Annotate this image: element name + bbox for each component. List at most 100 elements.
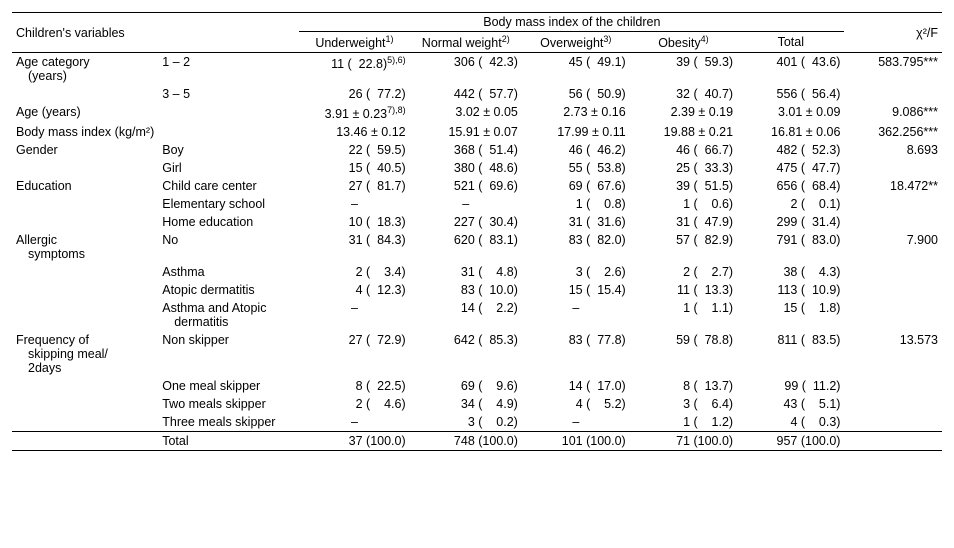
cell-ob: 39 ( 51.5) [630, 177, 737, 195]
cell-u: – [299, 299, 409, 331]
cell-ob: 1 ( 1.2) [630, 413, 737, 432]
row-sub: Child care center [158, 177, 299, 195]
cell-t: 43 ( 5.1) [737, 395, 844, 413]
cell-o: 55 ( 53.8) [522, 159, 630, 177]
cell-o: – [522, 299, 630, 331]
row-sub [158, 103, 299, 123]
cell-n: 642 ( 85.3) [410, 331, 522, 377]
cell-t: 475 ( 47.7) [737, 159, 844, 177]
cell-n: 15.91 ± 0.07 [410, 123, 522, 141]
total-underweight: 37 (100.0) [299, 432, 409, 451]
cell-u: 27 ( 81.7) [299, 177, 409, 195]
total-total: 957 (100.0) [737, 432, 844, 451]
table-row: Elementary school––1 ( 0.8)1 ( 0.6)2 ( 0… [12, 195, 942, 213]
cell-ob: 32 ( 40.7) [630, 85, 737, 103]
row-group: Body mass index (kg/m²) [12, 123, 158, 141]
cell-stat [844, 195, 942, 213]
cell-u: 3.91 ± 0.237),8) [299, 103, 409, 123]
header-col-0: Underweight1) [299, 32, 409, 53]
row-sub: Atopic dermatitis [158, 281, 299, 299]
row-group [12, 299, 158, 331]
cell-stat [844, 395, 942, 413]
cell-o: 83 ( 77.8) [522, 331, 630, 377]
cell-o: 83 ( 82.0) [522, 231, 630, 263]
cell-stat: 8.693 [844, 141, 942, 159]
cell-ob: 39 ( 59.3) [630, 53, 737, 86]
total-stat [844, 432, 942, 451]
row-group: Age (years) [12, 103, 158, 123]
cell-n: 31 ( 4.8) [410, 263, 522, 281]
table-row: Asthma and Atopicdermatitis–14 ( 2.2)–1 … [12, 299, 942, 331]
cell-ob: 1 ( 0.6) [630, 195, 737, 213]
cell-u: 10 ( 18.3) [299, 213, 409, 231]
cell-n: 83 ( 10.0) [410, 281, 522, 299]
cell-n: 380 ( 48.6) [410, 159, 522, 177]
cell-ob: 3 ( 6.4) [630, 395, 737, 413]
cell-n: – [410, 195, 522, 213]
header-bmi-group: Body mass index of the children [299, 13, 844, 32]
table-row: Atopic dermatitis4 ( 12.3)83 ( 10.0)15 (… [12, 281, 942, 299]
cell-t: 556 ( 56.4) [737, 85, 844, 103]
cell-stat [844, 413, 942, 432]
table-row: Three meals skipper–3 ( 0.2)–1 ( 1.2)4 (… [12, 413, 942, 432]
cell-ob: 57 ( 82.9) [630, 231, 737, 263]
cell-ob: 31 ( 47.9) [630, 213, 737, 231]
cell-o: 31 ( 31.6) [522, 213, 630, 231]
cell-o: 1 ( 0.8) [522, 195, 630, 213]
row-sub: Non skipper [158, 331, 299, 377]
cell-t: 3.01 ± 0.09 [737, 103, 844, 123]
header-col-3: Obesity4) [630, 32, 737, 53]
cell-n: 3.02 ± 0.05 [410, 103, 522, 123]
cell-u: 4 ( 12.3) [299, 281, 409, 299]
cell-ob: 2 ( 2.7) [630, 263, 737, 281]
cell-stat: 583.795*** [844, 53, 942, 86]
table-row: One meal skipper8 ( 22.5)69 ( 9.6)14 ( 1… [12, 377, 942, 395]
row-sub: Asthma [158, 263, 299, 281]
total-normal: 748 (100.0) [410, 432, 522, 451]
cell-n: 306 ( 42.3) [410, 53, 522, 86]
cell-t: 38 ( 4.3) [737, 263, 844, 281]
cell-ob: 11 ( 13.3) [630, 281, 737, 299]
cell-stat [844, 85, 942, 103]
row-sub: Boy [158, 141, 299, 159]
cell-ob: 2.39 ± 0.19 [630, 103, 737, 123]
cell-n: 34 ( 4.9) [410, 395, 522, 413]
row-sub: Home education [158, 213, 299, 231]
cell-n: 69 ( 9.6) [410, 377, 522, 395]
row-group [12, 213, 158, 231]
cell-u: 27 ( 72.9) [299, 331, 409, 377]
header-col-2: Overweight3) [522, 32, 630, 53]
cell-u: 22 ( 59.5) [299, 141, 409, 159]
cell-stat: 13.573 [844, 331, 942, 377]
cell-t: 113 ( 10.9) [737, 281, 844, 299]
total-row-blank [12, 432, 158, 451]
cell-stat [844, 299, 942, 331]
cell-o: 2.73 ± 0.16 [522, 103, 630, 123]
cell-n: 521 ( 69.6) [410, 177, 522, 195]
cell-o: 15 ( 15.4) [522, 281, 630, 299]
cell-o: 45 ( 49.1) [522, 53, 630, 86]
table-row: 3 – 526 ( 77.2)442 ( 57.7)56 ( 50.9)32 (… [12, 85, 942, 103]
row-group [12, 195, 158, 213]
cell-t: 4 ( 0.3) [737, 413, 844, 432]
cell-u: – [299, 413, 409, 432]
cell-stat [844, 159, 942, 177]
table-row: AllergicsymptomsNo31 ( 84.3)620 ( 83.1)8… [12, 231, 942, 263]
header-col-4: Total [737, 32, 844, 53]
header-col-1: Normal weight2) [410, 32, 522, 53]
total-obesity: 71 (100.0) [630, 432, 737, 451]
row-group: Gender [12, 141, 158, 159]
table-row: GenderBoy22 ( 59.5)368 ( 51.4)46 ( 46.2)… [12, 141, 942, 159]
cell-u: 8 ( 22.5) [299, 377, 409, 395]
cell-u: – [299, 195, 409, 213]
row-sub: 3 – 5 [158, 85, 299, 103]
table-row: EducationChild care center27 ( 81.7)521 … [12, 177, 942, 195]
table-row: Age (years)3.91 ± 0.237),8)3.02 ± 0.052.… [12, 103, 942, 123]
cell-o: 4 ( 5.2) [522, 395, 630, 413]
row-group: Allergicsymptoms [12, 231, 158, 263]
cell-t: 811 ( 83.5) [737, 331, 844, 377]
cell-ob: 46 ( 66.7) [630, 141, 737, 159]
cell-u: 2 ( 4.6) [299, 395, 409, 413]
row-group [12, 413, 158, 432]
cell-n: 227 ( 30.4) [410, 213, 522, 231]
